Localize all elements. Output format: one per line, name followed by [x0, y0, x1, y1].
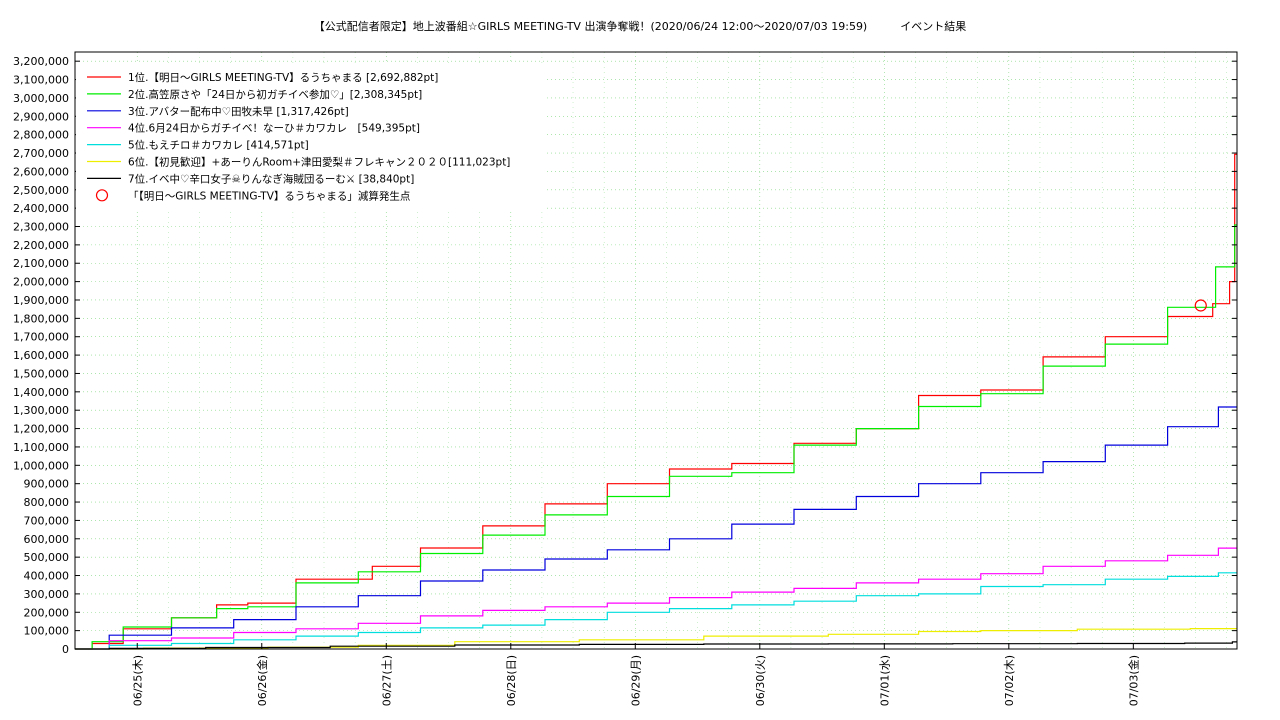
series-line-3	[75, 406, 1237, 650]
x-tick-label: 06/26(金)	[255, 655, 269, 706]
y-tick-label: 800,000	[24, 496, 70, 509]
legend: 1位.【明日〜GIRLS MEETING-TV】るうちゃまる [2,692,88…	[76, 63, 546, 209]
legend-entry: 「【明日〜GIRLS MEETING-TV】るうちゃまる」減算発生点	[128, 189, 410, 202]
y-tick-label: 1,100,000	[13, 441, 69, 454]
y-tick-label: 3,100,000	[13, 74, 69, 87]
y-tick-label: 1,400,000	[13, 386, 69, 399]
y-tick-label: 1,900,000	[13, 294, 69, 307]
series-line-5	[75, 572, 1237, 650]
y-tick-label: 2,900,000	[13, 110, 69, 123]
legend-entry: 1位.【明日〜GIRLS MEETING-TV】るうちゃまる [2,692,88…	[128, 71, 438, 84]
y-tick-label: 700,000	[24, 514, 70, 527]
legend-marker-swatch	[95, 189, 109, 202]
y-tick-label: 0	[62, 643, 69, 656]
y-tick-label: 1,200,000	[13, 423, 69, 436]
x-tick-label: 06/27(土)	[380, 655, 393, 706]
y-tick-label: 2,700,000	[13, 147, 69, 160]
x-tick-label: 06/29(月)	[629, 655, 642, 706]
y-tick-label: 600,000	[24, 533, 70, 546]
series-lines	[75, 153, 1237, 650]
series-line-7	[75, 641, 1237, 650]
legend-entry: 5位.もえチロ＃カワカレ [414,571pt]	[128, 139, 309, 152]
marker-point	[1194, 299, 1207, 312]
y-tick-label: 2,600,000	[13, 165, 69, 178]
legend-entry: 2位.高笠原さや「24日から初ガチイベ参加♡」[2,308,345pt]	[128, 88, 422, 101]
plot-frame	[74, 51, 1238, 650]
y-tick-label: 900,000	[24, 478, 70, 491]
y-tick-label: 500,000	[24, 551, 70, 564]
y-tick-label: 200,000	[24, 606, 70, 619]
y-tick-label: 1,700,000	[13, 331, 69, 344]
legend-background	[76, 63, 546, 209]
x-tick-label: 07/02(木)	[1003, 655, 1016, 706]
y-tick-label: 1,300,000	[13, 404, 69, 417]
x-tick-label: 06/25(木)	[131, 655, 144, 706]
y-tick-label: 1,000,000	[13, 459, 69, 472]
grid	[75, 52, 1237, 650]
y-tick-label: 2,400,000	[13, 202, 69, 215]
y-axis: 0 100,000 200,000 300,000 400,000 500,000 600,…	[13, 55, 1237, 656]
series-line-1	[75, 153, 1237, 650]
y-tick-label: 1,600,000	[13, 349, 69, 362]
y-tick-label: 1,500,000	[13, 367, 69, 380]
legend-entry: 7位.イベ中♡辛口女子☠りんなぎ海賊団るーむ⚔ [38,840pt]	[128, 172, 414, 185]
x-tick-label: 06/30(火)	[754, 655, 767, 706]
legend-entry: 6位.【初見歓迎】+あーりんRoom+津田愛梨＃フレキャン２０２０[111,02…	[128, 156, 510, 169]
y-tick-label: 100,000	[24, 625, 70, 638]
y-tick-label: 2,300,000	[13, 221, 69, 234]
series-line-4	[75, 547, 1237, 650]
x-tick-label: 07/03(金)	[1126, 655, 1140, 706]
x-tick-label: 07/01(水)	[878, 655, 891, 706]
y-tick-label: 2,800,000	[13, 129, 69, 142]
y-tick-label: 2,000,000	[13, 276, 69, 289]
y-tick-label: 400,000	[24, 570, 70, 583]
y-tick-label: 2,500,000	[13, 184, 69, 197]
legend-entry: 4位.6月24日からガチイベ！なーひ＃カワカレ [549,395pt]	[128, 122, 420, 135]
y-tick-label: 2,200,000	[13, 239, 69, 252]
x-axis: 06/25(木) 06/26(金) 06/27(土) 06/28(日) 06/29(月)…	[131, 643, 1140, 706]
legend-entry: 3位.アバター配布中♡田牧未早 [1,317,426pt]	[128, 105, 349, 118]
series-line-2	[75, 224, 1237, 650]
y-tick-label: 300,000	[24, 588, 70, 601]
x-tick-label: 06/28(日)	[505, 655, 518, 706]
y-tick-label: 1,800,000	[13, 312, 69, 325]
series-line-6	[75, 628, 1237, 650]
y-tick-label: 3,000,000	[13, 92, 69, 105]
y-tick-label: 2,100,000	[13, 257, 69, 270]
chart-title: 【公式配信者限定】地上波番組☆GIRLS MEETING-TV 出演争奪戦！(2…	[313, 20, 967, 33]
y-tick-label: 3,200,000	[13, 55, 69, 68]
